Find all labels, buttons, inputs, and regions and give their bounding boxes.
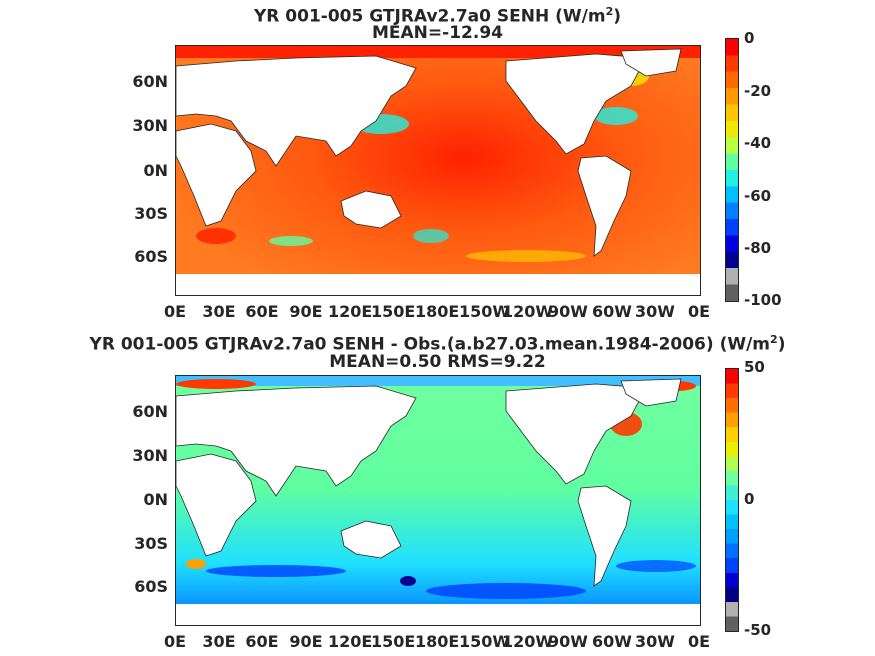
- panel-2-colorbar-tick: 50: [744, 358, 765, 376]
- panel-1-xlabel: 120E: [328, 302, 373, 321]
- panel-2-map-svg: [176, 376, 700, 625]
- panel-1-xlabel: 90E: [289, 302, 323, 321]
- panel-1-xlabel: 150W: [459, 302, 511, 321]
- panel-1-ylabel-60s: 60S: [134, 247, 168, 266]
- panel-2-xlabel: 0E: [687, 632, 711, 651]
- panel-1-colorbar-tick: -80: [744, 239, 772, 257]
- panel-2-xlabel: 150E: [371, 632, 416, 651]
- panel-1-colorbar-tick: -40: [744, 134, 772, 152]
- panel-1-title: YR 001-005 GTJRAv2.7a0 SENH (W/m2): [0, 2, 875, 27]
- panel-2-xlabel: 60W: [592, 632, 632, 651]
- panel-1-colorbar-tick: -100: [744, 291, 782, 309]
- panel-2-map: [175, 375, 701, 626]
- panel-1-subtitle: MEAN=-12.94: [372, 23, 503, 43]
- panel-2-xlabel: 120E: [328, 632, 373, 651]
- panel-1-xlabel: 90W: [548, 302, 588, 321]
- panel-2-ylabel-60s: 60S: [134, 577, 168, 596]
- panel-2-ylabel-0n: 0N: [143, 490, 168, 509]
- panel-1-map-svg: [176, 46, 700, 295]
- panel-1-xlabel: 0E: [687, 302, 711, 321]
- panel-2-xlabel: 30E: [202, 632, 236, 651]
- panel-1-ylabel-30n: 30N: [132, 116, 168, 135]
- panel-1-ylabel-60n: 60N: [132, 72, 168, 91]
- panel-2-xlabel: 120W: [502, 632, 554, 651]
- panel-2-xlabel: 90E: [289, 632, 323, 651]
- panel-1-xlabel: 30E: [202, 302, 236, 321]
- panel-2-xlabel: 90W: [548, 632, 588, 651]
- panel-2-title: YR 001-005 GTJRAv2.7a0 SENH - Obs.(a.b27…: [0, 330, 875, 355]
- panel-1-title-text: YR 001-005 GTJRAv2.7a0 SENH (W/m: [253, 6, 606, 27]
- panel-2-colorbar-tick: 0: [744, 490, 755, 508]
- panel-1-xlabel: 0E: [163, 302, 187, 321]
- panel-1-colorbar-tick: 0: [744, 29, 755, 47]
- panel-1-xlabel: 180E: [415, 302, 460, 321]
- panel-1-colorbar-tick: -60: [744, 187, 772, 205]
- panel-1-title-sup: 2: [605, 5, 614, 18]
- panel-2-ylabel-30n: 30N: [132, 446, 168, 465]
- panel-1-xlabel: 30W: [635, 302, 675, 321]
- panel-1-colorbar-tick: -20: [744, 82, 772, 100]
- panel-2-colorbar: [725, 368, 739, 632]
- panel-2-title-text: YR 001-005 GTJRAv2.7a0 SENH - Obs.(a.b27…: [89, 334, 771, 355]
- panel-2-title-sup: 2: [770, 333, 778, 346]
- panel-2-title-end: ): [777, 334, 786, 355]
- panel-2-xlabel: 30W: [635, 632, 675, 651]
- panel-1-xlabel: 150E: [371, 302, 416, 321]
- panel-1-xlabel: 120W: [502, 302, 554, 321]
- panel-1-ylabel-0n: 0N: [143, 161, 168, 180]
- panel-2-xlabel: 60E: [245, 632, 279, 651]
- panel-1-colorbar: [725, 38, 739, 302]
- panel-2-subtitle: MEAN=0.50 RMS=9.22: [329, 352, 546, 372]
- panel-2-xlabel: 150W: [459, 632, 511, 651]
- panel-2-xlabel: 0E: [163, 632, 187, 651]
- panel-1-map: [175, 45, 701, 296]
- panel-2-ylabel-60n: 60N: [132, 402, 168, 421]
- panel-2-ylabel-30s: 30S: [134, 534, 168, 553]
- panel-2-colorbar-tick: -50: [744, 621, 772, 639]
- panel-1-xlabel: 60W: [592, 302, 632, 321]
- panel-1-xlabel: 60E: [245, 302, 279, 321]
- panel-1-title-end: ): [613, 6, 621, 27]
- panel-1-ylabel-30s: 30S: [134, 204, 168, 223]
- panel-2-xlabel: 180E: [415, 632, 460, 651]
